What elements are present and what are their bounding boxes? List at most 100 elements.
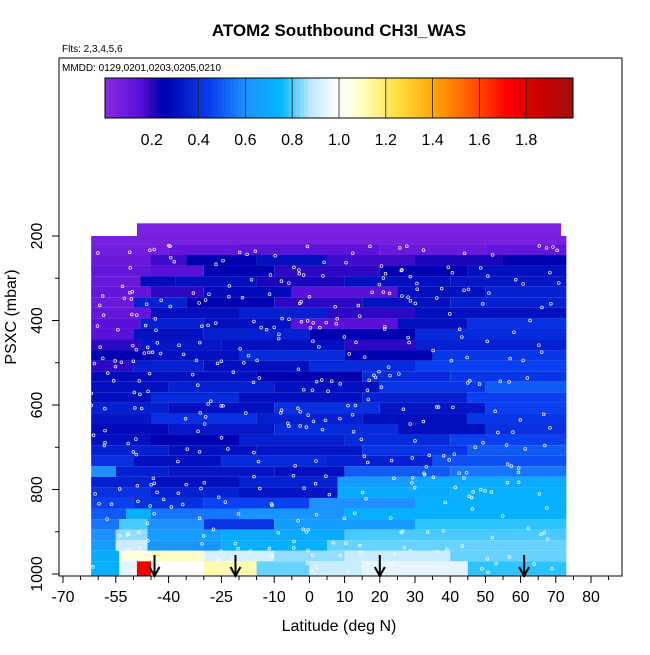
sample-point	[133, 406, 137, 410]
heatmap-cell	[379, 244, 486, 256]
colorbar-slice	[413, 78, 418, 118]
sample-point	[485, 557, 490, 561]
colorbar-slice	[378, 78, 383, 118]
heatmap-cell	[151, 476, 239, 488]
sample-point	[408, 274, 413, 279]
colorbar-slice	[105, 78, 110, 118]
sample-point	[383, 325, 387, 329]
heatmap-cell	[362, 392, 468, 403]
colorbar-slice	[159, 78, 164, 118]
sample-point	[302, 387, 306, 392]
colorbar-slice	[557, 78, 562, 118]
sample-point	[244, 411, 248, 415]
sample-point	[358, 543, 362, 548]
sample-point	[452, 452, 457, 456]
heatmap-cell	[91, 286, 151, 298]
sample-point	[93, 492, 97, 496]
sample-point	[435, 296, 439, 300]
colorbar-slice	[323, 78, 328, 118]
colorbar-slice	[420, 78, 426, 118]
sample-point	[109, 502, 114, 506]
colorbar-slice	[284, 78, 289, 118]
colorbar-slice	[327, 78, 332, 118]
colorbar-slice	[518, 78, 523, 118]
heatmap-cell	[450, 466, 567, 477]
heatmap-cell	[344, 466, 451, 477]
heatmap-cell	[203, 318, 292, 329]
sample-point	[457, 327, 462, 332]
sample-point	[532, 562, 536, 566]
sample-point	[236, 512, 241, 516]
sample-point	[365, 388, 370, 393]
sample-point	[486, 570, 490, 575]
colorbar-tick-label: 0.8	[281, 132, 303, 149]
sample-point	[537, 244, 541, 248]
sample-point	[521, 282, 525, 286]
sample-point	[143, 323, 148, 328]
sample-point	[169, 505, 174, 509]
colorbar-slice	[280, 78, 285, 118]
sample-point	[381, 290, 386, 294]
sample-point	[202, 481, 207, 485]
sample-point	[183, 417, 188, 421]
sample-point	[525, 376, 530, 380]
heatmap-layers	[91, 223, 567, 576]
sample-point	[172, 260, 177, 264]
sample-point	[198, 410, 202, 415]
heatmap-cell	[362, 445, 468, 456]
sample-point	[366, 560, 371, 565]
heatmap-cell	[362, 561, 468, 576]
colorbar-tick-label: 0.4	[187, 132, 209, 149]
sample-point	[512, 330, 516, 334]
sample-point	[117, 534, 122, 538]
heatmap-cell	[274, 519, 415, 530]
heatmap-cell	[344, 350, 433, 361]
sample-point	[516, 470, 521, 475]
sample-point	[252, 319, 256, 324]
sample-point	[152, 247, 156, 252]
sample-point	[359, 550, 363, 555]
heatmap-cell	[91, 297, 134, 308]
sample-point	[176, 491, 181, 496]
sample-point	[176, 459, 180, 464]
sample-point	[272, 325, 276, 330]
sample-point	[387, 291, 392, 296]
colorbar-slice	[452, 78, 457, 118]
colorbar-slice	[303, 78, 309, 118]
heatmap-cell	[203, 265, 275, 277]
colorbar-slice	[155, 78, 161, 118]
sample-point	[280, 316, 284, 321]
sample-point	[318, 325, 322, 330]
colorbar-slice	[354, 78, 359, 118]
sample-point	[103, 428, 107, 433]
colorbar-slice	[241, 78, 246, 118]
sample-point	[168, 255, 173, 260]
heatmap-cell	[115, 540, 148, 551]
sample-point	[296, 406, 300, 411]
heatmap-cell	[450, 276, 567, 287]
sample-point	[103, 406, 107, 411]
sample-point	[550, 566, 554, 571]
sample-point	[447, 458, 451, 462]
heatmap-cell	[239, 434, 345, 446]
colorbar-slice	[210, 78, 215, 118]
sample-point	[219, 549, 223, 553]
colorbar-slice	[108, 78, 114, 118]
sample-point	[382, 327, 387, 331]
colorbar-slice	[385, 78, 391, 118]
sample-point	[131, 569, 136, 573]
colorbar-slice	[233, 78, 239, 118]
heatmap-cell	[203, 550, 275, 562]
heatmap-cell	[140, 276, 176, 287]
sample-point	[435, 549, 440, 554]
heatmap-cell	[91, 550, 120, 562]
sample-point	[131, 343, 135, 348]
sample-point	[421, 248, 426, 252]
sample-point	[338, 553, 342, 558]
sample-point	[257, 486, 262, 491]
sample-point	[236, 546, 240, 551]
x-tick-label: -25	[210, 589, 233, 606]
sample-point	[130, 312, 134, 317]
sample-point	[450, 271, 455, 275]
